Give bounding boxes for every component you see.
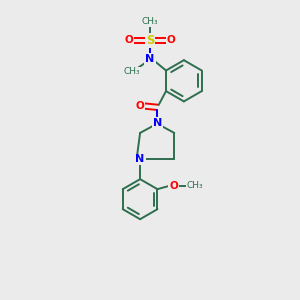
Text: S: S	[146, 34, 154, 47]
Text: N: N	[146, 54, 154, 64]
Text: CH₃: CH₃	[123, 68, 140, 76]
Text: CH₃: CH₃	[187, 181, 203, 190]
Text: O: O	[135, 101, 144, 111]
Text: O: O	[124, 35, 133, 46]
Text: O: O	[167, 35, 176, 46]
Text: O: O	[169, 181, 178, 190]
Text: CH₃: CH₃	[142, 17, 158, 26]
Text: N: N	[153, 118, 162, 128]
Text: N: N	[136, 154, 145, 164]
